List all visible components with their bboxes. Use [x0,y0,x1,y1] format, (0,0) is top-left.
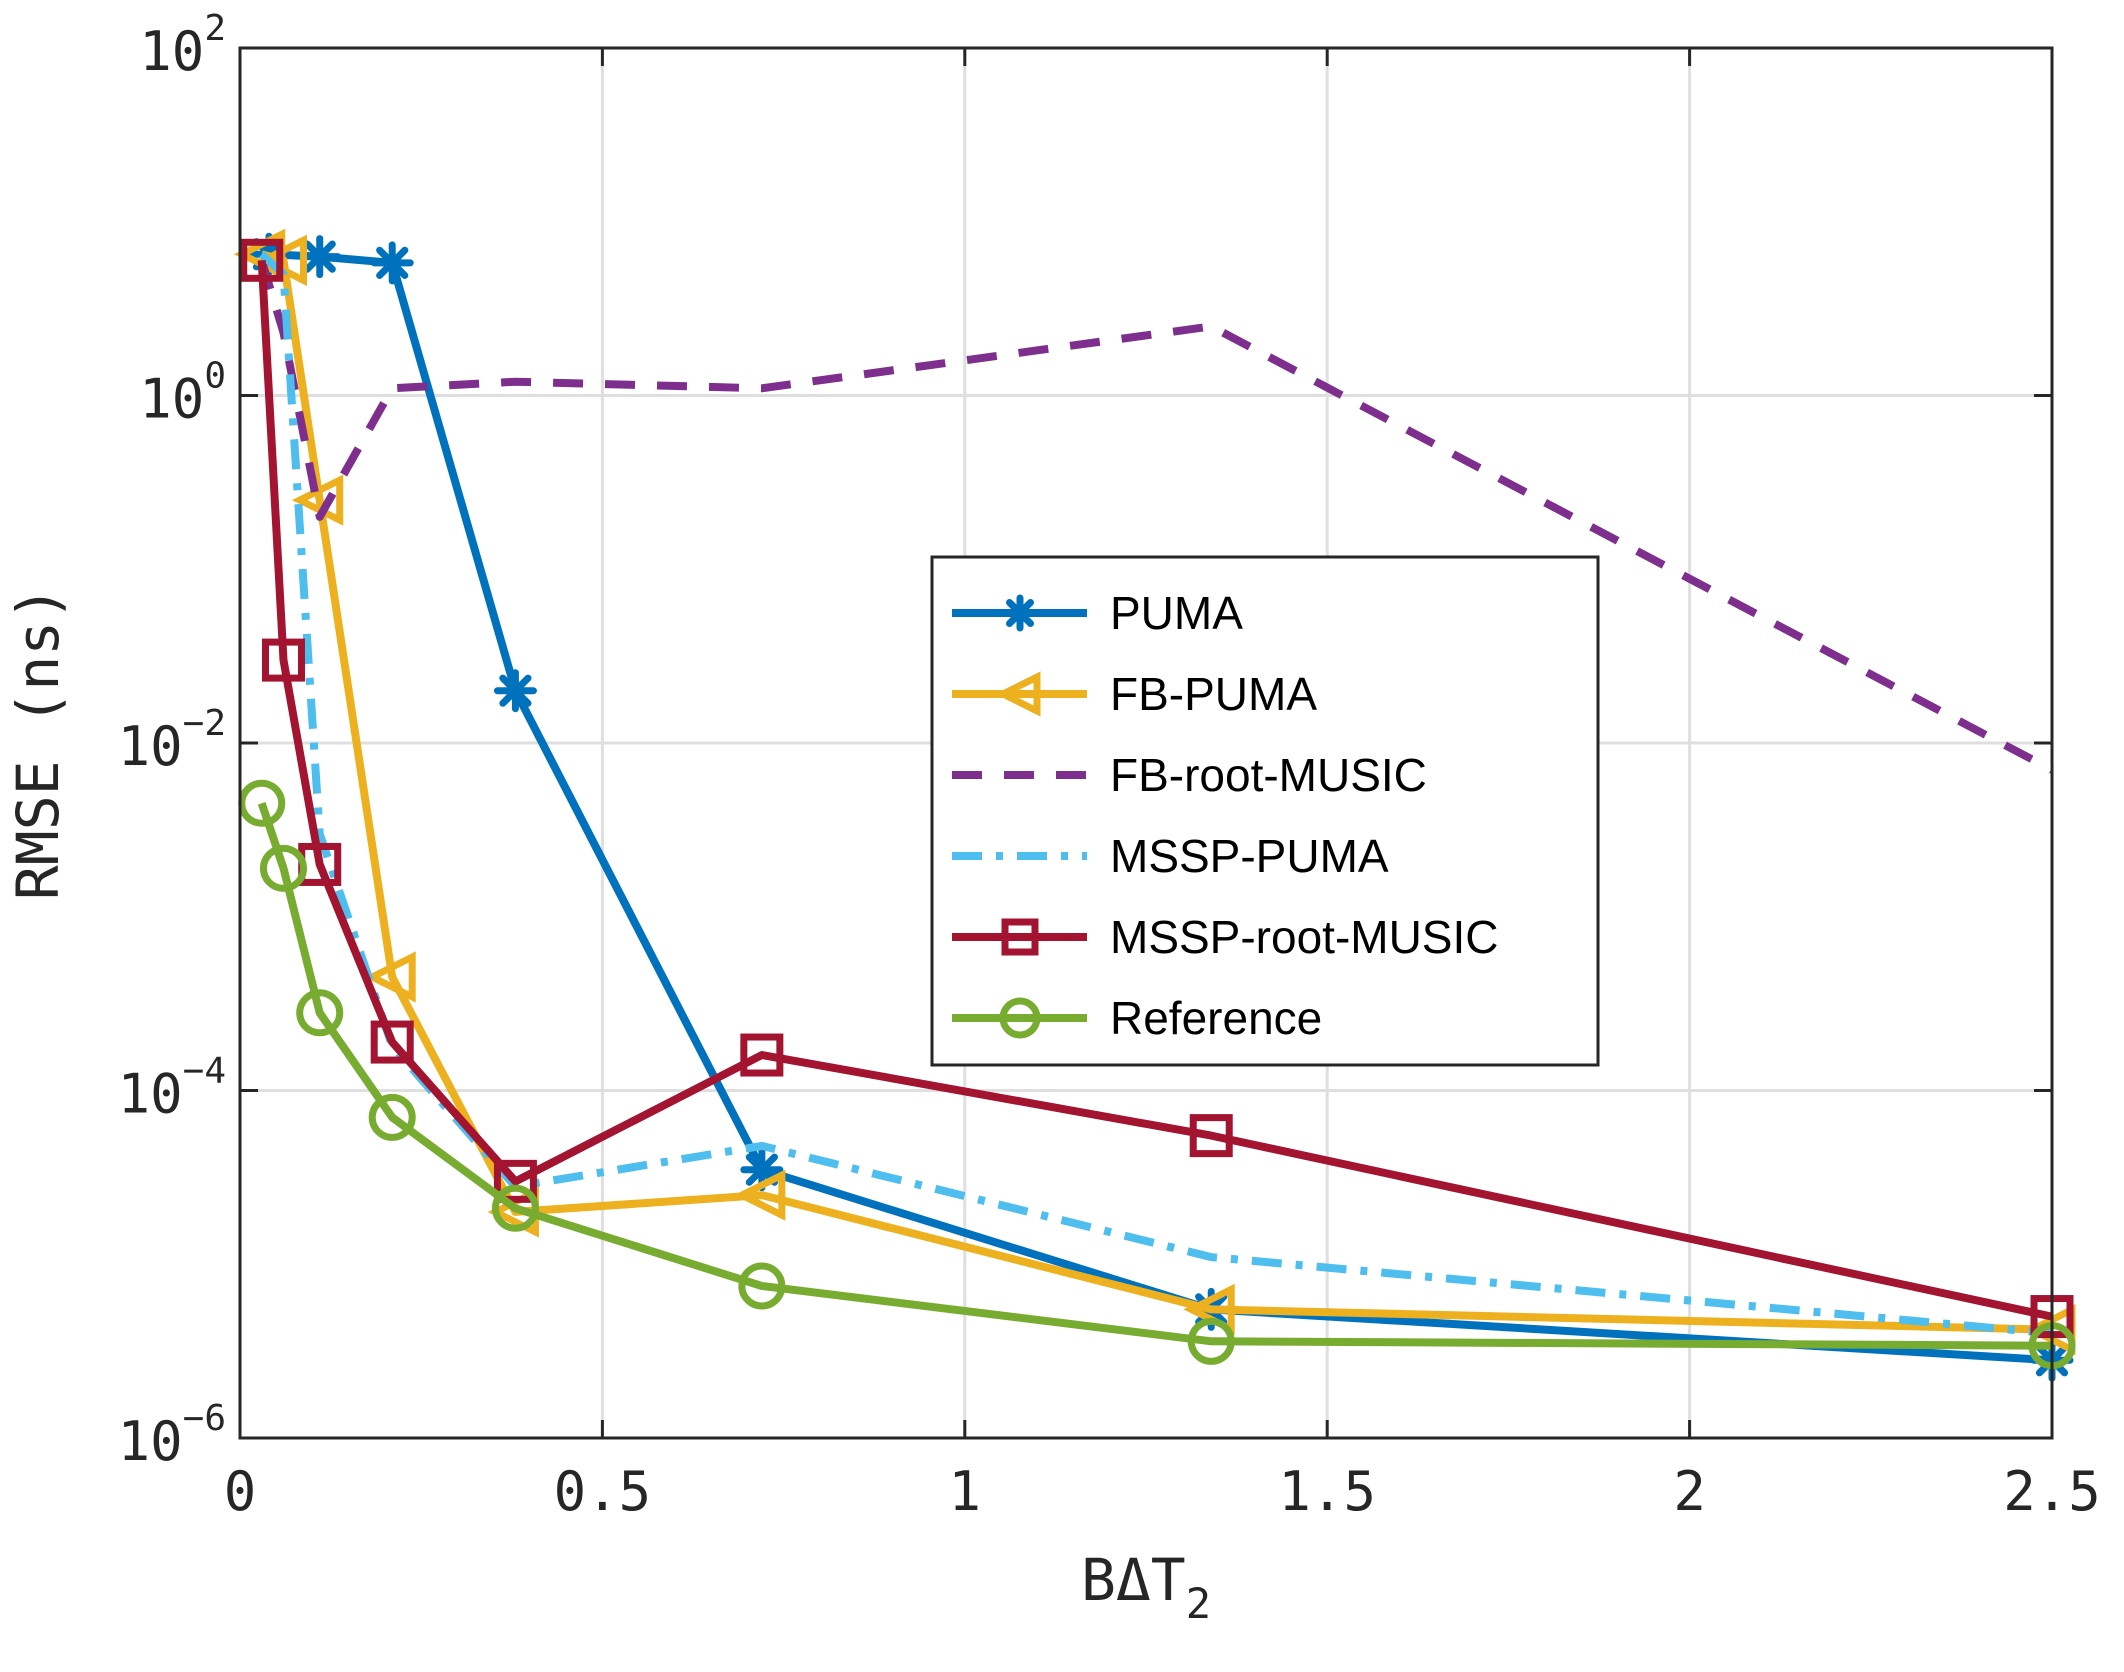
triangle-marker [364,951,416,1003]
asterisk-stroke [376,246,409,279]
square-marker [740,1033,784,1077]
circle-marker [259,844,307,892]
y-tick-base: 10 [139,368,204,431]
square-marker [240,238,284,282]
x-tick-label: 1.5 [1278,1460,1376,1523]
legend-label: MSSP-PUMA [1110,830,1389,882]
x-tick-label: 2.5 [2003,1460,2101,1523]
legend-box [930,555,1600,1067]
series-mssp-puma [259,251,2053,1338]
x-tick-label: 1 [949,1460,982,1523]
y-tick-label: 10−4 [118,1051,226,1126]
legend-label: FB-PUMA [1110,668,1317,720]
x-tick-label: 0 [224,1460,257,1523]
y-tick-label: 10−2 [118,703,226,778]
square-marker [1001,918,1039,956]
circle-marker [1187,1317,1235,1365]
legend-item: FB-PUMA [952,668,1317,720]
asterisk-stroke [745,1153,778,1186]
x-tick-label: 2 [1673,1460,1706,1523]
series-line [257,802,2053,1350]
legend-item: PUMA [952,587,1243,639]
y-tick-base: 10 [139,20,204,83]
circle-marker [368,1093,416,1141]
y-tick-label: 102 [139,8,226,83]
y-tick-label: 100 [139,356,226,431]
asterisk-marker [298,235,342,279]
series-mssp-root-music [240,238,2074,1339]
square-marker [370,1020,414,1064]
series-fb-root-music [257,259,2054,774]
legend-item: MSSP-root-MUSIC [952,911,1498,963]
circle-marker [738,1262,786,1310]
series-layer [233,228,2076,1382]
legend-label: MSSP-root-MUSIC [1110,911,1498,963]
legend-items: PUMA FB-PUMA FB-root-MUSIC MSSP-PUMA MSSP-ro… [952,587,1498,1044]
y-tick-exponent: 2 [204,8,226,49]
series-line [260,250,2053,1334]
x-axis-title-subscript: 2 [1186,1579,1211,1628]
asterisk-marker [493,669,537,713]
y-tick-exponent: −6 [183,1398,226,1439]
legend-item: Reference [952,992,1322,1044]
legend-label: Reference [1110,992,1322,1044]
square-marker [493,1159,537,1203]
y-tick-exponent: 0 [204,356,226,397]
asterisk-stroke [1006,599,1034,627]
y-tick-label: 10−6 [118,1398,226,1473]
circle-marker [296,989,344,1037]
asterisk-stroke [499,674,532,707]
asterisk-marker [370,241,414,285]
x-tick-label: 0.5 [554,1460,652,1523]
legend: PUMA FB-PUMA FB-root-MUSIC MSSP-PUMA MSSP-ro… [930,555,1600,1067]
circle-marker [999,997,1041,1039]
y-tick-base: 10 [118,1063,183,1126]
series-line [257,259,2054,774]
triangle-marker [995,671,1041,717]
y-axis-title: RMSE (ns) [4,586,72,900]
legend-item: MSSP-PUMA [952,830,1389,882]
y-tick-exponent: −2 [183,703,226,744]
y-tick-base: 10 [118,715,183,778]
legend-item: FB-root-MUSIC [952,749,1427,801]
square-marker [261,638,305,682]
x-axis-title: BΔT2 [1081,1546,1211,1628]
series-line [257,260,2053,1321]
triangle-marker [734,1169,786,1221]
series-line [259,251,2053,1338]
legend-label: PUMA [1110,587,1243,639]
x-axis-title-main: BΔT [1081,1546,1186,1614]
circle-marker [238,779,286,827]
square-marker [1189,1114,1233,1158]
series-reference [238,779,2076,1370]
y-tick-base: 10 [118,1410,183,1473]
circle-marker [491,1184,539,1232]
y-tick-exponent: −4 [183,1051,226,1092]
legend-label: FB-root-MUSIC [1110,749,1427,801]
asterisk-stroke [303,240,336,273]
asterisk-marker [1001,594,1039,632]
